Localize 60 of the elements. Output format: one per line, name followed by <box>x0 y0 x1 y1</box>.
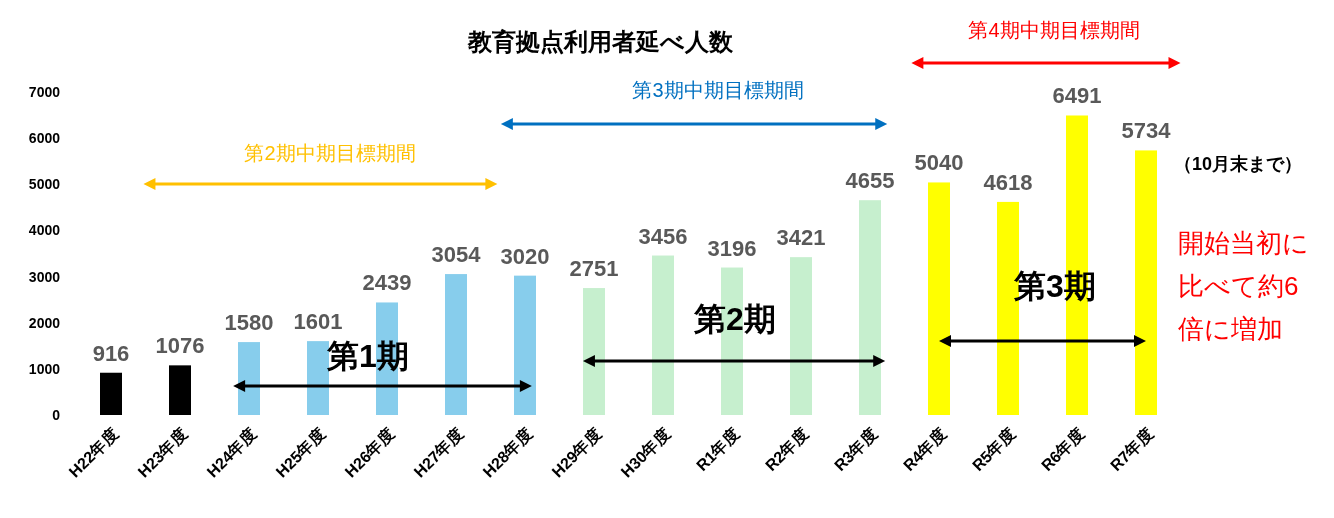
data-label: 1580 <box>224 310 274 336</box>
bar <box>100 372 122 415</box>
data-label: 3020 <box>500 243 550 269</box>
data-label: 3456 <box>638 223 688 249</box>
x-tick-label: H28年度 <box>479 424 536 481</box>
bar <box>583 288 605 415</box>
data-label: 1601 <box>293 309 343 335</box>
y-tick-label: 2000 <box>28 314 61 331</box>
text: （10月末まで） <box>1173 154 1303 174</box>
y-tick-label: 4000 <box>28 222 61 239</box>
data-label: 2439 <box>362 270 412 296</box>
data-label: 1076 <box>155 333 205 359</box>
x-tick-label: R1年度 <box>692 424 743 475</box>
x-tick-label: R3年度 <box>830 424 881 475</box>
x-tick-label: H22年度 <box>65 424 122 481</box>
y-tick-label: 7000 <box>28 84 61 100</box>
x-tick-label: H29年度 <box>548 424 605 481</box>
text: 第4期中期目標期間 <box>968 19 1140 41</box>
x-tick-label: R2年度 <box>761 424 812 475</box>
data-label: 4618 <box>983 169 1033 195</box>
bar <box>514 275 536 415</box>
annotation: 第1期 <box>326 338 409 374</box>
data-label: 3421 <box>776 225 826 251</box>
bar <box>238 342 260 415</box>
x-tick-label: H27年度 <box>410 424 467 481</box>
x-tick-label: H23年度 <box>134 424 191 481</box>
data-label: 3196 <box>707 235 757 261</box>
x-tick-label: H30年度 <box>617 424 674 481</box>
data-label: 2751 <box>569 256 619 282</box>
data-label: 6491 <box>1052 83 1102 109</box>
annotation: 第2期 <box>693 301 776 337</box>
x-tick-label: R6年度 <box>1037 424 1088 475</box>
x-tick-label: R5年度 <box>968 424 1019 475</box>
bar <box>652 255 674 415</box>
y-tick-label: 1000 <box>28 360 61 377</box>
bar <box>307 341 329 415</box>
data-label: 5040 <box>914 150 964 176</box>
bar <box>859 200 881 415</box>
data-label: 3054 <box>431 242 482 268</box>
bar <box>169 365 191 415</box>
x-tick-label: H26年度 <box>341 424 398 481</box>
y-tick-label: 6000 <box>28 130 61 147</box>
y-tick-label: 5000 <box>28 176 61 193</box>
y-tick-label: 3000 <box>28 268 61 285</box>
bar <box>445 274 467 415</box>
data-label: 4655 <box>845 168 895 194</box>
data-label: 5734 <box>1121 118 1172 144</box>
x-tick-label: R7年度 <box>1106 424 1157 475</box>
data-label: 916 <box>92 340 130 366</box>
y-tick-label: 0 <box>52 407 61 423</box>
text: 開始当初に比べて約6倍に増加 <box>1178 227 1310 346</box>
annotation: 第3期中期目標期間 <box>632 79 804 101</box>
x-tick-label: R4年度 <box>899 424 950 475</box>
x-tick-label: H24年度 <box>203 424 260 481</box>
bar <box>790 257 812 415</box>
chart-title: 教育拠点利用者延べ人数 <box>466 28 734 55</box>
annotation: 第2期中期目標期間 <box>244 142 416 164</box>
bar <box>928 182 950 415</box>
x-tick-label: H25年度 <box>272 424 329 481</box>
bar <box>1135 150 1157 415</box>
